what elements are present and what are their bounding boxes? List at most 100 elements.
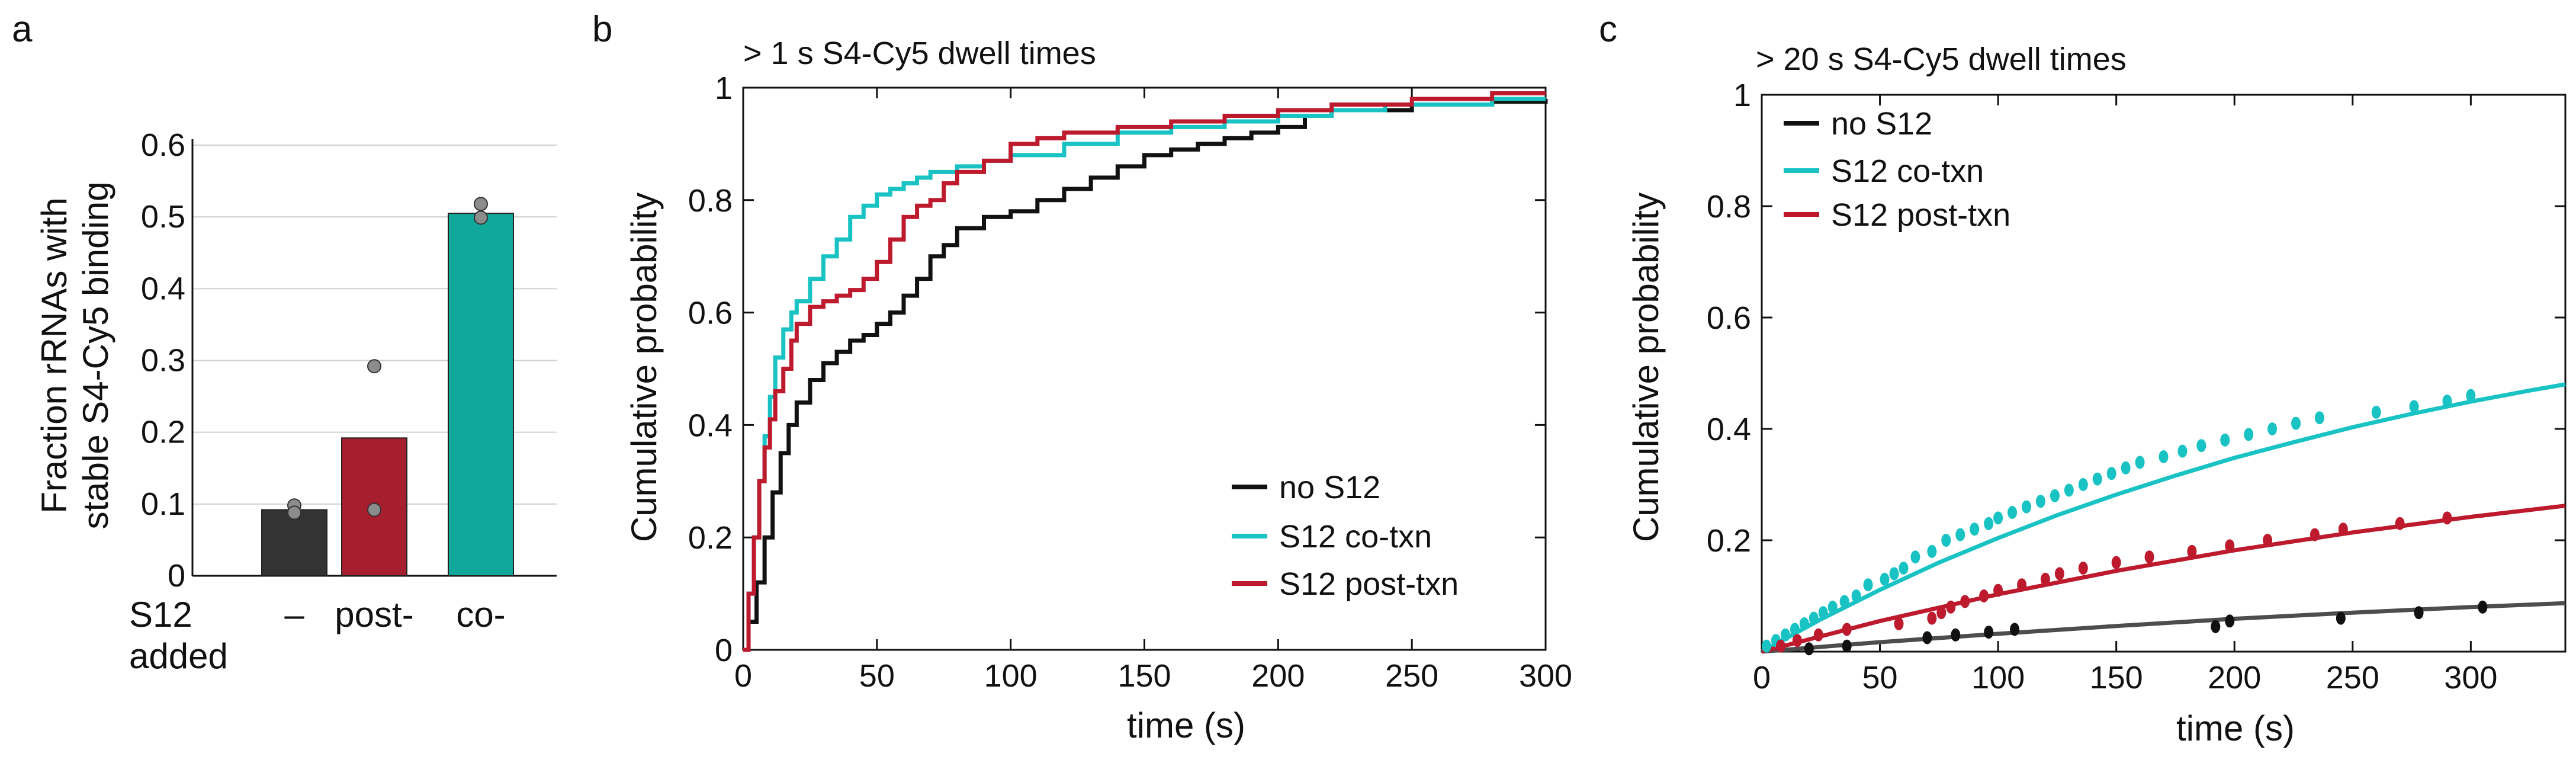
panel-c-data-points	[1761, 389, 2488, 656]
panel-b-y-tick-label: 1	[715, 70, 733, 106]
panel-a-y-tick-label: 0.1	[141, 486, 185, 522]
panel-a-replicate-point	[474, 197, 488, 211]
panel-c-title: > 20 s S4-Cy5 dwell times	[1756, 41, 2127, 77]
panel-c-point-post-txn	[1979, 589, 1989, 602]
panel-c-point-post-txn	[2442, 511, 2452, 525]
panel-c-point-post-txn	[1894, 617, 1904, 630]
panel-a-replicate-point	[367, 359, 381, 374]
panel-b-x-tick-label: 300	[1519, 658, 1572, 694]
panel-c-x-tick-label: 250	[2326, 660, 2379, 695]
panel-c-point-co-txn	[1799, 617, 1809, 630]
panel-c-point-co-txn	[2196, 439, 2206, 453]
panel-a-y-tick-label: 0.3	[141, 343, 185, 379]
panel-c-point-co-txn	[2466, 389, 2476, 402]
panel-c-y-tick-label: 0.4	[1707, 412, 1751, 447]
panel-b-series-lines	[743, 91, 1548, 652]
panel-c-legend-label-no-s12: no S12	[1831, 106, 1932, 142]
panel-c-point-post-txn	[2187, 544, 2197, 558]
panel-b-y-label: Cumulative probability	[624, 193, 664, 542]
panel-c-point-co-txn	[1880, 572, 1890, 586]
panel-c-point-co-txn	[2442, 395, 2452, 408]
panel-a-category-label: post-	[335, 595, 413, 634]
panel-a-bar-none	[261, 509, 327, 577]
panel-a-replicate-point	[287, 505, 301, 520]
panel-a-row-label-line1: S12	[129, 595, 192, 634]
panel-c-point-co-txn	[1851, 589, 1861, 602]
panel-a-category-labels: – post-co-	[284, 595, 505, 634]
panel-b-legend-label-co-txn: S12 co-txn	[1279, 519, 1432, 554]
panel-b-y-tick-label: 0	[715, 633, 733, 668]
panel-c-point-co-txn	[2078, 478, 2088, 491]
panel-a-replicate-point	[367, 502, 381, 517]
panel-c-point-post-txn	[2310, 528, 2320, 541]
panel-c-point-co-txn	[1809, 611, 1819, 625]
panel-c-y-tick-label: 0.2	[1707, 523, 1751, 559]
panel-a-y-label-line2: stable S4-Cy5 binding	[76, 181, 115, 529]
panel-c-point-post-txn	[2395, 517, 2405, 530]
panel-c-point-post-txn	[2054, 567, 2064, 581]
panel-c-point-no-s12	[1951, 628, 1961, 642]
panel-a-y-tick-label: 0.5	[141, 199, 185, 235]
panel-c-point-no-s12	[1804, 642, 1814, 656]
panel-b-x-tick-label: 100	[984, 658, 1038, 694]
panel-a-y-tick-label: 0.4	[141, 271, 185, 306]
panel-c-point-co-txn	[1955, 528, 1965, 541]
panel-c-point-co-txn	[2135, 456, 2145, 469]
panel-c-point-co-txn	[2022, 500, 2032, 514]
panel-c-point-co-txn	[1910, 550, 1920, 564]
panel-c-point-co-txn	[1941, 534, 1951, 547]
panel-a-row-label-line2: added	[129, 636, 228, 676]
panel-a-replicate-points	[287, 197, 488, 520]
panel-c-point-co-txn	[2064, 483, 2074, 497]
panel-b-x-tick-label: 50	[859, 658, 895, 694]
panel-a-y-label-line1: Fraction rRNAs with	[34, 197, 74, 513]
panel-c-point-post-txn	[2225, 539, 2235, 553]
panel-b-legend-label-no-s12: no S12	[1279, 470, 1380, 505]
panel-c-point-post-txn	[1842, 623, 1852, 636]
panel-c-x-tick-label: 300	[2444, 660, 2497, 695]
panel-c-point-no-s12	[2414, 606, 2424, 620]
panel-c-point-post-txn	[2263, 534, 2273, 547]
panel-letter-a: a	[12, 9, 33, 50]
panel-c-point-co-txn	[1889, 567, 1899, 581]
panel-c-point-post-txn	[2144, 550, 2154, 564]
panel-a-bar-chart: 0 0.1 0.2 0.3 0.4 0.5 0.6 – post-co- Fraction r…	[34, 127, 557, 676]
panel-b-axes-box	[742, 86, 1547, 651]
panel-c-point-co-txn	[1780, 628, 1790, 642]
panel-c-point-post-txn	[1927, 611, 1937, 625]
panel-c-point-co-txn	[2106, 467, 2116, 480]
panel-c-point-co-txn	[2220, 433, 2230, 447]
panel-c-y-tick-label: 1	[1733, 78, 1751, 113]
panel-c-point-post-txn	[1813, 628, 1823, 642]
panel-c-x-tick-label: 200	[2208, 660, 2261, 695]
panel-c-point-co-txn	[1970, 522, 1980, 536]
panel-c-point-post-txn	[1993, 584, 2003, 597]
panel-c-point-co-txn	[2177, 444, 2188, 458]
panel-c-point-no-s12	[1984, 626, 1994, 639]
panel-c-y-label: Cumulative probability	[1626, 193, 1666, 542]
panel-c-point-co-txn	[2008, 506, 2018, 519]
panel-c-point-no-s12	[2225, 614, 2235, 628]
panel-c-point-no-s12	[2211, 620, 2221, 633]
panel-c-point-no-s12	[2478, 600, 2488, 614]
panel-c-point-post-txn	[1960, 595, 1970, 608]
panel-c-point-co-txn	[2050, 489, 2060, 502]
panel-c-point-no-s12	[1922, 631, 1932, 645]
panel-c-point-co-txn	[2035, 495, 2045, 508]
panel-c-point-no-s12	[2010, 623, 2020, 636]
panel-b-y-tick-label: 0.6	[688, 296, 733, 331]
panel-c-point-co-txn	[2159, 450, 2169, 463]
panel-c-point-co-txn	[1818, 606, 1828, 620]
panel-c-x-tick-label: 0	[1753, 660, 1771, 695]
panel-c-axes-box	[1761, 94, 2567, 653]
panel-b-legend-label-post-txn: S12 post-txn	[1279, 566, 1459, 602]
panel-b-x-ticks: 0 50 100 150 200 250 300	[734, 88, 1572, 694]
panel-b-y-tick-label: 0.8	[688, 183, 733, 219]
panel-c-point-post-txn	[2078, 562, 2088, 575]
panel-a-category-label: co-	[456, 595, 505, 634]
panel-b-x-tick-label: 250	[1385, 658, 1438, 694]
panel-b-series-line-post-txn	[743, 91, 1546, 652]
panel-c-point-co-txn	[2121, 461, 2131, 475]
panel-a-bar-co	[448, 213, 514, 576]
